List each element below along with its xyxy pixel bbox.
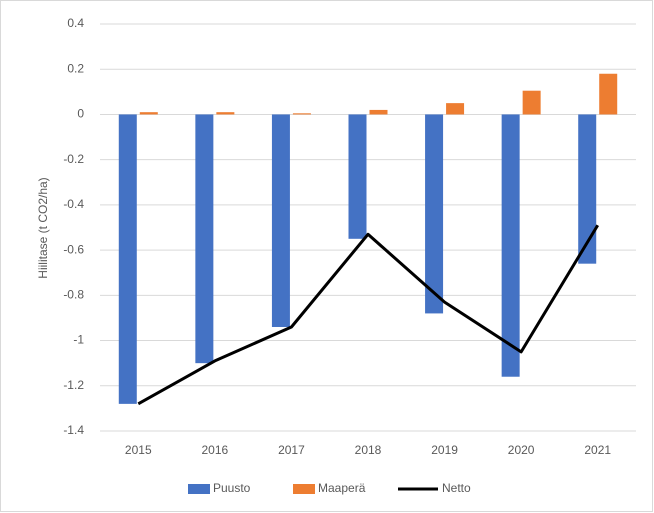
bar (118, 114, 137, 404)
legend-label: Netto (442, 481, 471, 495)
x-tick-label: 2020 (508, 443, 535, 457)
bar (292, 113, 311, 115)
y-tick-label: -0.4 (63, 197, 84, 211)
bar (578, 114, 597, 264)
legend-swatch (293, 484, 315, 494)
bar (522, 90, 541, 115)
y-tick-label: -0.6 (63, 242, 84, 256)
y-tick-label: -0.2 (63, 152, 84, 166)
line (137, 224, 599, 406)
legend-swatch (188, 484, 210, 494)
bar (139, 112, 158, 115)
bar (216, 112, 235, 115)
x-tick-label: 2016 (202, 443, 229, 457)
legend-label: Puusto (213, 481, 251, 495)
x-tick-label: 2019 (431, 443, 458, 457)
legend-label: Maaperä (318, 481, 366, 495)
bar (446, 103, 465, 115)
y-tick-label: 0 (77, 107, 84, 121)
x-tick-label: 2015 (125, 443, 152, 457)
bar (348, 114, 367, 239)
x-tick-label: 2017 (278, 443, 305, 457)
y-tick-label: -1.2 (63, 378, 84, 392)
bar (369, 109, 388, 115)
y-tick-label: -0.8 (63, 288, 84, 302)
bar (501, 114, 520, 377)
y-tick-label: -1.4 (63, 423, 84, 437)
y-tick-label: -1 (73, 333, 84, 347)
bar (195, 114, 214, 364)
y-tick-label: 0.2 (67, 61, 84, 75)
bar (271, 114, 290, 327)
x-tick-label: 2021 (584, 443, 611, 457)
x-tick-label: 2018 (355, 443, 382, 457)
y-axis-label: Hiilitase (t CO2/ha) (36, 177, 50, 278)
bar (425, 114, 444, 314)
y-tick-label: 0.4 (67, 16, 84, 30)
bar (599, 73, 618, 115)
